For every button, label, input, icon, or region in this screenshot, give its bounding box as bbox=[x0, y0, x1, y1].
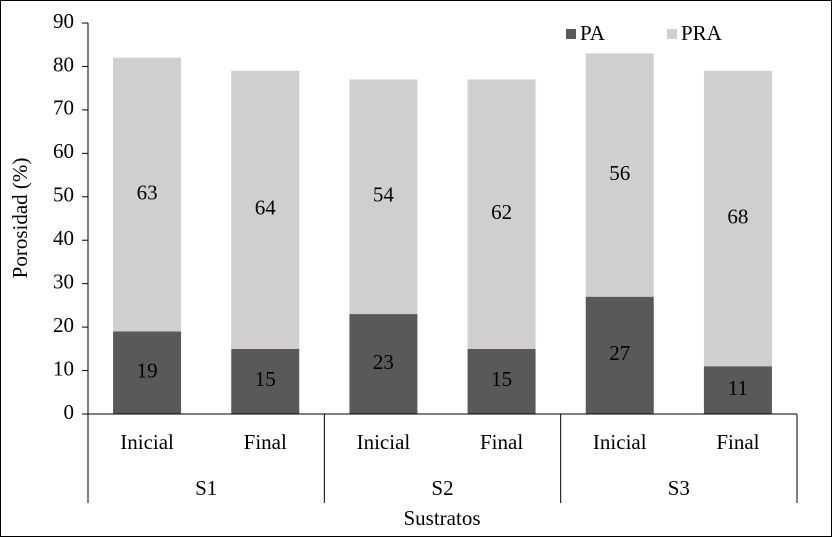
bar-segment bbox=[467, 79, 536, 349]
legend-label: PRA bbox=[681, 21, 723, 45]
bar-segment bbox=[113, 331, 182, 414]
y-tick-label: 20 bbox=[53, 313, 74, 337]
y-tick-label: 60 bbox=[53, 139, 74, 163]
y-tick-label: 40 bbox=[53, 226, 74, 250]
value-label: 19 bbox=[137, 359, 158, 383]
bar-segment bbox=[585, 53, 654, 297]
value-label: 15 bbox=[491, 367, 512, 391]
bar-segment bbox=[703, 366, 772, 414]
bar-segment bbox=[231, 348, 300, 414]
x-tick-label: Inicial bbox=[357, 430, 411, 454]
x-tick-label: Inicial bbox=[593, 430, 647, 454]
legend-label: PA bbox=[580, 21, 606, 45]
value-label: 63 bbox=[137, 180, 158, 204]
group-label: S1 bbox=[195, 476, 217, 500]
bar-segment bbox=[703, 70, 772, 367]
x-axis-label: Sustratos bbox=[403, 506, 480, 530]
x-tick-label: Final bbox=[716, 430, 759, 454]
y-tick-label: 90 bbox=[53, 9, 74, 33]
value-label: 15 bbox=[255, 367, 276, 391]
x-tick-label: Final bbox=[244, 430, 287, 454]
x-tick-label: Inicial bbox=[120, 430, 174, 454]
value-label: 11 bbox=[728, 376, 748, 400]
value-label: 27 bbox=[609, 341, 630, 365]
y-tick-label: 30 bbox=[53, 269, 74, 293]
bar-segment bbox=[349, 79, 418, 315]
value-label: 56 bbox=[609, 161, 630, 185]
bar-segment bbox=[349, 314, 418, 414]
bar-segment bbox=[113, 57, 182, 332]
value-label: 54 bbox=[373, 183, 395, 207]
y-tick-label: 70 bbox=[53, 96, 74, 120]
y-tick-label: 0 bbox=[64, 400, 75, 424]
x-tick-label: Final bbox=[480, 430, 523, 454]
bar-segment bbox=[467, 348, 536, 414]
group-label: S2 bbox=[431, 476, 453, 500]
y-axis-label: Porosidad (%) bbox=[8, 158, 32, 279]
bar-segment bbox=[585, 296, 654, 414]
y-tick-label: 50 bbox=[53, 183, 74, 207]
value-label: 64 bbox=[255, 196, 277, 220]
value-label: 62 bbox=[491, 200, 512, 224]
y-tick-label: 80 bbox=[53, 52, 74, 76]
value-label: 23 bbox=[373, 350, 394, 374]
legend-swatch bbox=[667, 29, 677, 39]
group-label: S3 bbox=[668, 476, 690, 500]
bar-segment bbox=[231, 70, 300, 349]
legend-swatch bbox=[566, 29, 576, 39]
value-label: 68 bbox=[727, 204, 748, 228]
y-tick-label: 10 bbox=[53, 356, 74, 380]
